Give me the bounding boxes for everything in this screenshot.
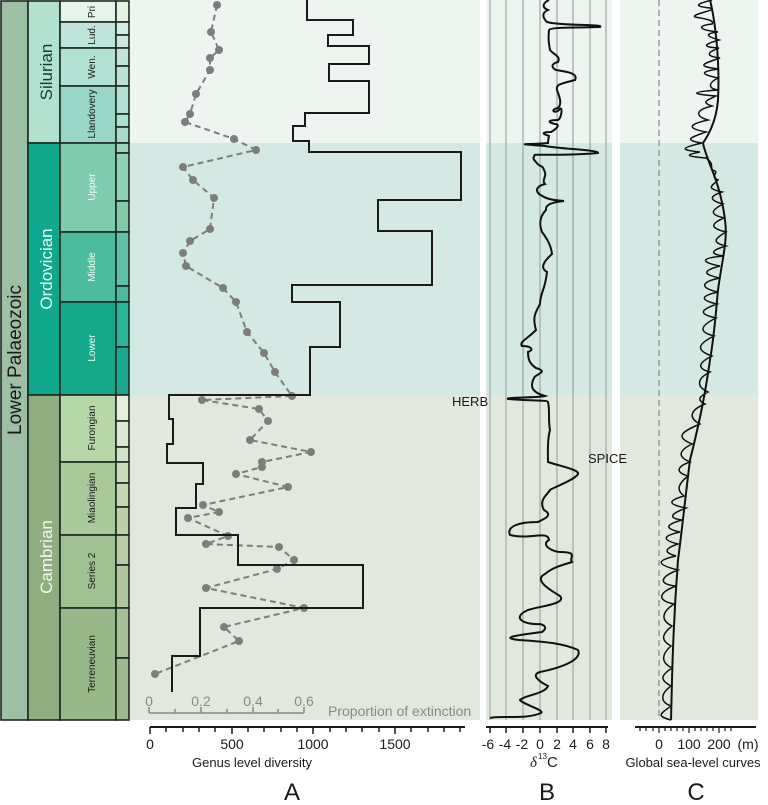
series-label-lower: Lower bbox=[87, 334, 98, 362]
period-label-cambrian: Cambrian bbox=[37, 520, 56, 594]
d13c-label-delta: δ bbox=[530, 755, 538, 771]
series-label-middle: Middle bbox=[87, 252, 98, 282]
panel-a: 0 0.2 0.4 0.6 Proportion of extinction 0… bbox=[145, 0, 471, 805]
era-label: Lower Palaeozoic bbox=[5, 285, 26, 435]
sl-tick-100: 100 bbox=[677, 736, 701, 752]
panel-letter-b: B bbox=[539, 779, 555, 805]
panel-gap bbox=[612, 0, 620, 805]
d13c-tick-6: 6 bbox=[586, 736, 594, 752]
div-tick-0: 0 bbox=[146, 736, 154, 752]
d13c-curve bbox=[489, 0, 602, 719]
d13c-label-sup: 13 bbox=[538, 752, 547, 761]
d13c-tick-0: 0 bbox=[536, 736, 544, 752]
d13c-tick-m6: -6 bbox=[482, 736, 495, 752]
ext-tick-06: 0.6 bbox=[294, 693, 314, 709]
series-label-furongian: Furongian bbox=[87, 405, 98, 450]
period-silurian bbox=[27, 0, 61, 144]
div-tick-500: 500 bbox=[220, 736, 244, 752]
d13c-tick-4: 4 bbox=[569, 736, 577, 752]
silurian-band bbox=[130, 0, 768, 143]
sl-tick-0: 0 bbox=[655, 736, 663, 752]
series-label-pri: Pri bbox=[87, 6, 98, 18]
diversity-step-line bbox=[166, 0, 462, 692]
sea-level-long-term bbox=[670, 0, 727, 721]
panel-gap bbox=[758, 0, 768, 805]
series-label-series2: Series 2 bbox=[87, 552, 98, 589]
panel-gap bbox=[480, 0, 486, 805]
bottom-margin bbox=[130, 720, 768, 805]
d13c-label-c: C bbox=[547, 754, 558, 771]
herb-annotation: HERB bbox=[452, 394, 488, 409]
sl-axis-label: Global sea-level curves bbox=[625, 755, 761, 770]
period-cambrian bbox=[27, 394, 61, 721]
cambrian-band bbox=[130, 395, 768, 720]
div-tick-1000: 1000 bbox=[297, 736, 328, 752]
sl-tick-200: 200 bbox=[707, 736, 731, 752]
series-label-terreneuvian: Terreneuvian bbox=[87, 635, 98, 693]
panel-letter-c: C bbox=[687, 779, 704, 805]
spice-annotation: SPICE bbox=[588, 451, 627, 466]
period-label-ordovician: Ordovician bbox=[37, 228, 56, 309]
period-label-silurian: Silurian bbox=[37, 44, 56, 101]
sl-unit: (m) bbox=[738, 736, 759, 752]
ext-tick-02: 0.2 bbox=[191, 693, 211, 709]
sea-level-short-term bbox=[660, 0, 729, 721]
strat-column bbox=[0, 0, 130, 721]
ext-axis-bg bbox=[130, 690, 480, 720]
ext-axis-label: Proportion of extinction bbox=[328, 703, 471, 719]
div-tick-1500: 1500 bbox=[379, 736, 410, 752]
ext-tick-0: 0 bbox=[145, 693, 153, 709]
ext-tick-04: 0.4 bbox=[243, 693, 263, 709]
strat-labels: Lower Palaeozoic Silurian Ordovician Cam… bbox=[5, 6, 98, 693]
panel-letter-a: A bbox=[284, 779, 300, 805]
d13c-tick-m2: -2 bbox=[516, 736, 529, 752]
panel-b: HERB SPICE -6 -4 -2 0 2 4 6 8 δ 13 C B bbox=[452, 0, 627, 805]
series-label-lud: Lud. bbox=[87, 25, 98, 44]
series-label-wen: Wen. bbox=[87, 55, 98, 78]
d13c-tick-2: 2 bbox=[553, 736, 561, 752]
ordovician-band bbox=[130, 143, 768, 395]
d13c-tick-8: 8 bbox=[602, 736, 610, 752]
panel-c: 0 100 200 (m) Global sea-level curves C bbox=[625, 0, 761, 805]
extinction-dots bbox=[151, 1, 315, 678]
div-axis-label: Genus level diversity bbox=[192, 755, 312, 770]
d13c-tick-m4: -4 bbox=[499, 736, 512, 752]
series-label-upper: Upper bbox=[87, 173, 98, 201]
series-label-miaolingian: Miaolingian bbox=[87, 473, 98, 524]
series-label-llandovery: Llandovery bbox=[87, 90, 98, 139]
